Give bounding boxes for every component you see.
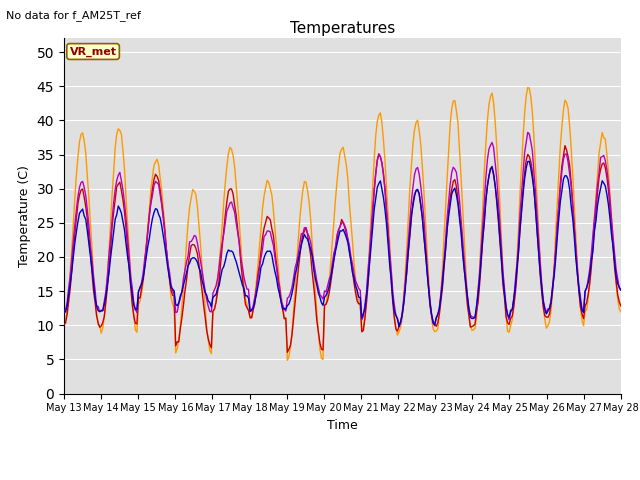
Text: No data for f_AM25T_ref: No data for f_AM25T_ref <box>6 10 141 21</box>
Y-axis label: Temperature (C): Temperature (C) <box>18 165 31 267</box>
Legend: Panel T, Old Ref Temp, HMP45 T, CNR1 PRT: Panel T, Old Ref Temp, HMP45 T, CNR1 PRT <box>146 478 539 480</box>
Text: VR_met: VR_met <box>70 47 116 57</box>
X-axis label: Time: Time <box>327 419 358 432</box>
Title: Temperatures: Temperatures <box>290 21 395 36</box>
